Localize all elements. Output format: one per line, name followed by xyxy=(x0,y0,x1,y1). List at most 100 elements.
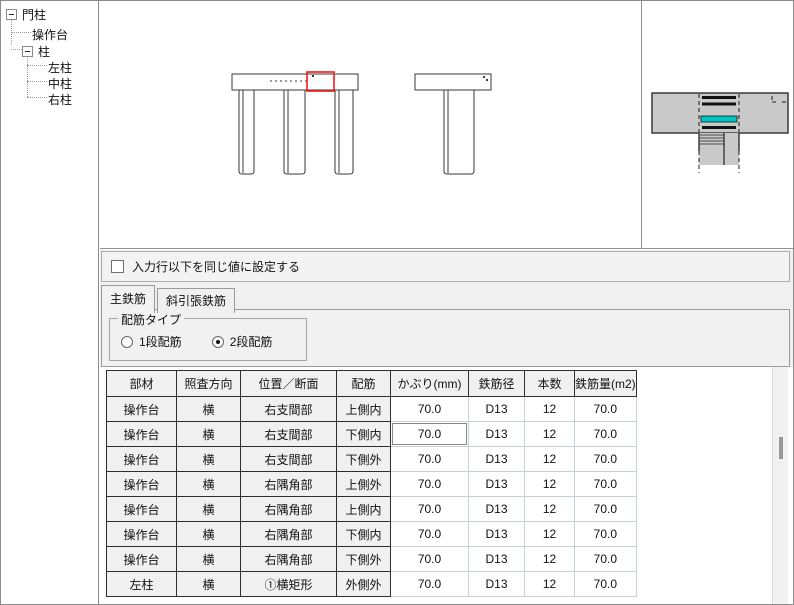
collapse-minus-icon[interactable] xyxy=(22,46,33,57)
tree-connector xyxy=(11,18,12,45)
cell-member: 操作台 xyxy=(106,396,177,422)
cell-amount[interactable]: 70.0 xyxy=(574,546,637,572)
tree-connector xyxy=(11,32,31,33)
cell-position: 右支間部 xyxy=(240,446,337,472)
highlighted-rebar-layer xyxy=(700,115,738,123)
cell-cover-selected[interactable]: 70.0 xyxy=(390,421,469,447)
cell-cover[interactable]: 70.0 xyxy=(390,571,469,597)
cell-amount[interactable]: 70.0 xyxy=(574,471,637,497)
tree-item-label[interactable]: 操作台 xyxy=(32,28,69,42)
cell-cover[interactable]: 70.0 xyxy=(390,546,469,572)
cell-cover[interactable]: 70.0 xyxy=(390,521,469,547)
tree-item-middle-pillar[interactable]: 中柱 xyxy=(48,75,72,92)
cell-diameter[interactable]: D13 xyxy=(468,496,525,522)
cell-direction: 横 xyxy=(176,571,241,597)
radio-icon[interactable] xyxy=(121,335,133,348)
cell-position: 右隅角部 xyxy=(240,471,337,497)
rebar-tabstrip: 主鉄筋 斜引張鉄筋 xyxy=(101,285,237,313)
radio-one-stage[interactable]: 1段配筋 xyxy=(121,333,182,350)
cell-cover[interactable]: 70.0 xyxy=(390,496,469,522)
section-dash-guides xyxy=(698,94,786,173)
rebar-type-groupbox: 配筋タイプ 1段配筋 2段配筋 xyxy=(109,311,307,361)
selected-section-highlight-box[interactable] xyxy=(306,71,335,92)
cell-direction: 横 xyxy=(176,471,241,497)
cell-count[interactable]: 12 xyxy=(524,571,575,597)
cell-arrangement: 上側内 xyxy=(336,396,391,422)
cell-arrangement: 下側内 xyxy=(336,521,391,547)
collapse-minus-icon[interactable] xyxy=(6,9,17,20)
section-hatch-lines xyxy=(700,133,725,165)
table-row: 操作台 横 右隅角部 上側内 70.0 D13 12 70.0 xyxy=(106,496,637,522)
tree-item-right-pillar[interactable]: 右柱 xyxy=(48,91,72,108)
cell-cover[interactable]: 70.0 xyxy=(390,471,469,497)
cell-cover[interactable]: 70.0 xyxy=(390,396,469,422)
tree-item-label[interactable]: 門柱 xyxy=(22,8,47,22)
scrollbar-thumb[interactable] xyxy=(779,437,783,459)
cell-amount[interactable]: 70.0 xyxy=(574,521,637,547)
cell-amount[interactable]: 70.0 xyxy=(574,496,637,522)
tree-item-label[interactable]: 柱 xyxy=(38,45,51,59)
cell-count[interactable]: 12 xyxy=(524,446,575,472)
cell-amount[interactable]: 70.0 xyxy=(574,446,637,472)
tree-item-label[interactable]: 右柱 xyxy=(48,93,73,107)
col-header-cover: かぶり(mm) xyxy=(390,370,469,397)
col-header-arrangement: 配筋 xyxy=(336,370,391,397)
cell-position: ①横矩形 xyxy=(240,571,337,597)
cell-member: 操作台 xyxy=(106,446,177,472)
cell-count[interactable]: 12 xyxy=(524,396,575,422)
cell-diameter[interactable]: D13 xyxy=(468,446,525,472)
cell-count[interactable]: 12 xyxy=(524,521,575,547)
table-row: 操作台 横 右隅角部 下側外 70.0 D13 12 70.0 xyxy=(106,546,637,572)
rebar-type-groupbox-title: 配筋タイプ xyxy=(118,311,185,328)
tab-main-rebar[interactable]: 主鉄筋 xyxy=(101,285,156,313)
cell-count[interactable]: 12 xyxy=(524,546,575,572)
cell-arrangement: 下側外 xyxy=(336,446,391,472)
cell-amount[interactable]: 70.0 xyxy=(574,421,637,447)
col-header-bar-amount: 鉄筋量(m2) xyxy=(574,370,637,397)
apply-below-checkbox-label: 入力行以下を同じ値に設定する xyxy=(132,260,301,274)
cell-diameter[interactable]: D13 xyxy=(468,546,525,572)
cell-diameter[interactable]: D13 xyxy=(468,571,525,597)
cell-count[interactable]: 12 xyxy=(524,496,575,522)
cell-count[interactable]: 12 xyxy=(524,471,575,497)
cell-cover[interactable]: 70.0 xyxy=(390,446,469,472)
col-header-position-section: 位置／断面 xyxy=(240,370,337,397)
cell-amount[interactable]: 70.0 xyxy=(574,571,637,597)
cell-diameter[interactable]: D13 xyxy=(468,471,525,497)
cell-arrangement: 下側外 xyxy=(336,546,391,572)
cell-member: 操作台 xyxy=(106,496,177,522)
table-row: 操作台 横 右支間部 下側外 70.0 D13 12 70.0 xyxy=(106,446,637,472)
section-preview-drawing xyxy=(651,92,789,173)
section-corner-mark xyxy=(771,96,778,103)
cell-amount[interactable]: 70.0 xyxy=(574,396,637,422)
cell-arrangement: 上側外 xyxy=(336,471,391,497)
cell-arrangement: 下側内 xyxy=(336,421,391,447)
cell-diameter[interactable]: D13 xyxy=(468,396,525,422)
table-row: 操作台 横 右隅角部 上側外 70.0 D13 12 70.0 xyxy=(106,471,637,497)
cell-count[interactable]: 12 xyxy=(524,421,575,447)
cell-position: 右支間部 xyxy=(240,421,337,447)
cell-diameter[interactable]: D13 xyxy=(468,521,525,547)
cell-diameter[interactable]: D13 xyxy=(468,421,525,447)
tree-item-operation-deck[interactable]: 操作台 xyxy=(32,26,68,43)
structure-drawing-panel[interactable] xyxy=(100,1,641,249)
apply-below-checkbox[interactable] xyxy=(111,260,124,273)
cell-direction: 横 xyxy=(176,421,241,447)
tree-item-gate-pillar[interactable]: 門柱 xyxy=(6,6,46,23)
rebar-bars xyxy=(700,96,738,129)
tab-diagonal-tension-rebar[interactable]: 斜引張鉄筋 xyxy=(157,288,236,313)
tree-item-label[interactable]: 中柱 xyxy=(48,77,73,91)
tree-connector xyxy=(27,81,47,82)
options-bar: 入力行以下を同じ値に設定する xyxy=(101,251,790,282)
tree-item-pillar[interactable]: 柱 xyxy=(22,43,50,60)
tree-item-left-pillar[interactable]: 左柱 xyxy=(48,59,72,76)
col-header-count: 本数 xyxy=(524,370,575,397)
table-vertical-scrollbar[interactable] xyxy=(772,367,788,604)
radio-two-stage[interactable]: 2段配筋 xyxy=(211,333,272,350)
cell-member: 操作台 xyxy=(106,471,177,497)
section-outline xyxy=(651,92,789,165)
cell-position: 右隅角部 xyxy=(240,496,337,522)
rebar-table: 部材 照査方向 位置／断面 配筋 かぶり(mm) 鉄筋径 本数 鉄筋量(m2) … xyxy=(106,370,637,597)
tree-item-label[interactable]: 左柱 xyxy=(48,61,73,75)
radio-icon[interactable] xyxy=(211,335,224,348)
